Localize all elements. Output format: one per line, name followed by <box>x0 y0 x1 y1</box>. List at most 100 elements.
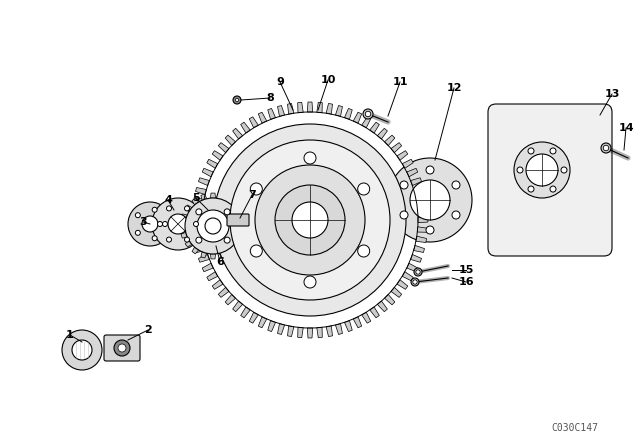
FancyBboxPatch shape <box>104 335 140 361</box>
Polygon shape <box>181 232 188 238</box>
Polygon shape <box>317 327 323 338</box>
Circle shape <box>224 237 230 243</box>
Circle shape <box>416 270 420 274</box>
Text: 4: 4 <box>164 195 172 205</box>
Circle shape <box>214 124 406 316</box>
Text: 10: 10 <box>320 75 336 85</box>
Circle shape <box>561 167 567 173</box>
Circle shape <box>255 165 365 275</box>
Polygon shape <box>391 142 402 153</box>
Polygon shape <box>418 217 428 223</box>
Circle shape <box>304 276 316 288</box>
Circle shape <box>550 186 556 192</box>
Polygon shape <box>298 102 303 113</box>
Polygon shape <box>192 198 198 205</box>
Polygon shape <box>198 178 209 185</box>
Text: 16: 16 <box>458 277 474 287</box>
Circle shape <box>414 268 422 276</box>
Polygon shape <box>335 323 342 335</box>
Polygon shape <box>198 254 209 262</box>
Polygon shape <box>227 198 234 205</box>
Circle shape <box>224 209 230 215</box>
Polygon shape <box>397 280 408 289</box>
Polygon shape <box>259 317 267 328</box>
Circle shape <box>166 206 172 211</box>
Circle shape <box>400 211 408 219</box>
Circle shape <box>157 221 163 227</box>
Circle shape <box>136 230 140 235</box>
Polygon shape <box>417 208 428 213</box>
Polygon shape <box>239 232 245 238</box>
Polygon shape <box>232 128 243 139</box>
Polygon shape <box>192 227 203 233</box>
Circle shape <box>365 111 371 117</box>
Text: 8: 8 <box>266 93 274 103</box>
Polygon shape <box>378 301 387 312</box>
Circle shape <box>413 280 417 284</box>
Text: 13: 13 <box>604 89 620 99</box>
Polygon shape <box>335 106 342 116</box>
FancyBboxPatch shape <box>227 214 249 226</box>
Polygon shape <box>410 254 422 262</box>
Circle shape <box>233 96 241 104</box>
Polygon shape <box>192 247 198 254</box>
Polygon shape <box>278 106 285 116</box>
Text: C030C147: C030C147 <box>552 423 598 433</box>
Polygon shape <box>298 327 303 338</box>
Text: 2: 2 <box>144 325 152 335</box>
Circle shape <box>358 183 370 195</box>
Polygon shape <box>391 287 402 297</box>
Polygon shape <box>278 323 285 335</box>
Circle shape <box>197 210 229 242</box>
Polygon shape <box>211 193 216 198</box>
Circle shape <box>196 237 202 243</box>
Polygon shape <box>407 263 418 271</box>
Text: 7: 7 <box>248 190 256 200</box>
Circle shape <box>426 226 434 234</box>
Text: 12: 12 <box>446 83 461 93</box>
Polygon shape <box>287 326 294 336</box>
Circle shape <box>72 340 92 360</box>
Polygon shape <box>326 326 332 336</box>
Circle shape <box>205 218 221 234</box>
Polygon shape <box>181 214 188 220</box>
Circle shape <box>250 245 262 257</box>
Polygon shape <box>317 102 323 113</box>
Polygon shape <box>362 117 371 128</box>
Polygon shape <box>180 224 185 228</box>
Circle shape <box>142 216 158 232</box>
Circle shape <box>517 167 523 173</box>
Polygon shape <box>241 122 250 133</box>
Text: 6: 6 <box>216 257 224 267</box>
Polygon shape <box>212 280 223 289</box>
Circle shape <box>426 166 434 174</box>
Circle shape <box>196 209 202 215</box>
Polygon shape <box>193 198 204 204</box>
Polygon shape <box>249 117 259 128</box>
Polygon shape <box>218 142 229 153</box>
Circle shape <box>400 181 408 189</box>
Polygon shape <box>407 168 418 177</box>
Circle shape <box>528 148 534 154</box>
Polygon shape <box>268 321 276 332</box>
Circle shape <box>185 198 241 254</box>
Polygon shape <box>397 151 408 160</box>
Polygon shape <box>416 198 426 204</box>
Polygon shape <box>195 188 206 194</box>
Circle shape <box>118 344 126 352</box>
Circle shape <box>388 158 472 242</box>
Polygon shape <box>417 227 428 233</box>
Polygon shape <box>201 252 207 258</box>
Polygon shape <box>385 135 395 146</box>
Polygon shape <box>410 178 422 185</box>
Circle shape <box>526 154 558 186</box>
Polygon shape <box>249 312 259 323</box>
Polygon shape <box>353 112 362 123</box>
Polygon shape <box>201 194 207 200</box>
Polygon shape <box>220 252 225 258</box>
Polygon shape <box>202 168 213 177</box>
Polygon shape <box>227 247 234 254</box>
Polygon shape <box>402 159 413 168</box>
Polygon shape <box>344 321 352 332</box>
Circle shape <box>550 148 556 154</box>
